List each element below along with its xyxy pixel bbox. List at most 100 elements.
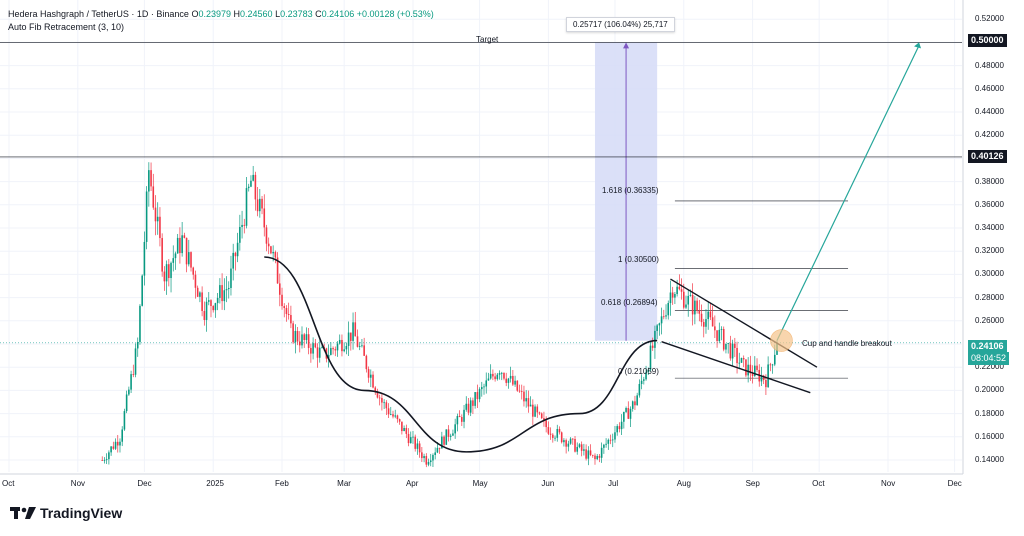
candle-body: [651, 345, 654, 348]
candle-body: [738, 362, 741, 364]
candle-body: [132, 374, 135, 375]
candle-body: [534, 406, 536, 417]
fib-0618-label: 0.618 (0.26894): [601, 298, 658, 307]
candle-body: [407, 433, 410, 444]
candle-body: [669, 292, 672, 304]
candle-body: [560, 432, 563, 443]
candle-body: [145, 191, 148, 242]
countdown-label: 08:04:52: [968, 352, 1010, 365]
y-tick-label: 0.16000: [975, 431, 1004, 441]
low-value: 0.23783: [280, 9, 313, 19]
candle-body: [392, 414, 394, 417]
candle-body: [290, 315, 292, 324]
y-tick-label: 0.48000: [975, 60, 1004, 70]
candle-body: [427, 462, 430, 465]
candle-body: [702, 322, 705, 327]
candle-body: [545, 420, 547, 428]
candle-body: [536, 406, 539, 413]
candle-body: [139, 305, 141, 342]
candle-body: [663, 316, 665, 318]
candle-body: [110, 446, 112, 453]
candle-body: [447, 429, 450, 437]
candle-body: [469, 400, 472, 413]
candle-body: [694, 300, 696, 315]
candle-body: [722, 328, 725, 350]
candle-body: [605, 443, 607, 445]
y-tick-label: 0.36000: [975, 199, 1004, 209]
candle-body: [250, 180, 252, 187]
candle-body: [148, 170, 150, 192]
candle-body: [734, 343, 736, 348]
candle-body: [352, 322, 354, 341]
candle-body: [731, 343, 734, 359]
symbol-header: Hedera Hashgraph / TetherUS · 1D · Binan…: [8, 9, 434, 19]
candle-body: [347, 332, 350, 346]
tradingview-logo[interactable]: TradingView: [10, 505, 122, 521]
candle-body: [678, 286, 681, 290]
candle-body: [520, 391, 523, 392]
candle-body: [230, 268, 232, 288]
candle-body: [514, 380, 516, 385]
candle-body: [434, 452, 436, 455]
candle-body: [307, 334, 310, 348]
candle-body: [498, 373, 501, 375]
candle-body: [354, 322, 357, 337]
candle-body: [243, 224, 246, 226]
candle-body: [709, 311, 712, 318]
y-tick-label: 0.30000: [975, 269, 1004, 279]
candle-body: [516, 380, 519, 391]
candle-body: [425, 456, 428, 465]
candle-body: [580, 444, 583, 451]
candle-body: [374, 387, 377, 392]
candle-body: [303, 334, 306, 341]
candle-body: [190, 252, 192, 268]
candle-body: [412, 436, 414, 438]
candle-body: [156, 216, 159, 222]
candle-body: [241, 224, 243, 227]
candle-body: [385, 402, 388, 409]
candle-body: [128, 389, 130, 395]
x-tick-label: Mar: [337, 479, 351, 488]
projection-arrowhead: [914, 42, 922, 49]
candle-body: [591, 454, 594, 456]
candle-body: [223, 290, 226, 302]
candle-body: [429, 460, 432, 463]
candle-body: [387, 408, 390, 415]
x-tick-label: Nov: [880, 479, 896, 488]
candle-body: [203, 311, 206, 320]
candle-body: [540, 413, 543, 419]
candle-body: [199, 292, 201, 297]
y-tick-label: 0.46000: [975, 83, 1004, 93]
tradingview-icon: [10, 507, 36, 519]
candle-body: [656, 325, 658, 331]
candle-body: [121, 429, 124, 442]
y-tick-label: 0.18000: [975, 408, 1004, 418]
candle-body: [611, 439, 614, 441]
candle-body: [332, 348, 334, 350]
candle-body: [736, 347, 738, 364]
candle-body: [356, 336, 359, 347]
candle-body: [212, 306, 215, 311]
candle-body: [405, 427, 408, 434]
candle-body: [176, 237, 179, 254]
candle-body: [472, 400, 474, 406]
candle-body: [330, 348, 332, 355]
candle-body: [494, 376, 496, 380]
candle-body: [654, 330, 656, 348]
projection-line: [776, 45, 920, 341]
candle-body: [196, 287, 199, 297]
candle-body: [474, 392, 476, 406]
candle-body: [438, 447, 441, 449]
candle-body: [614, 432, 616, 440]
candle-body: [312, 343, 314, 354]
x-tick-label: Nov: [70, 479, 86, 488]
candle-body: [660, 316, 663, 324]
candle-body: [467, 403, 470, 413]
candle-body: [389, 414, 392, 415]
indicator-label[interactable]: Auto Fib Retracement (3, 10): [8, 22, 125, 32]
candle-body: [691, 294, 694, 315]
candle-body: [398, 419, 401, 422]
candle-body: [762, 375, 765, 380]
